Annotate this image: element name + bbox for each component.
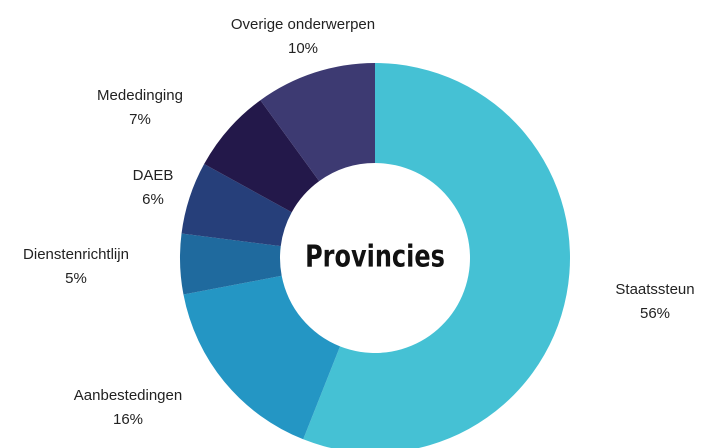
slice-value-label: 5% (65, 270, 87, 287)
donut-slice (303, 63, 570, 448)
slice-value-label: 7% (129, 111, 151, 128)
slice-value-label: 6% (142, 191, 164, 208)
slice-label: Staatssteun (615, 281, 694, 298)
slice-value-label: 56% (640, 305, 670, 322)
donut-slice (204, 100, 320, 213)
slice-value-label: 16% (113, 411, 143, 428)
center-title: Provincies (305, 240, 445, 274)
slice-label: Aanbestedingen (74, 387, 182, 404)
donut-slice (180, 233, 282, 295)
slice-label: Dienstenrichtlijn (23, 246, 129, 263)
slice-label: Mededinging (97, 87, 183, 104)
slice-label: Overige onderwerpen (231, 16, 375, 33)
slice-value-label: 10% (288, 40, 318, 57)
donut-slice (260, 63, 375, 182)
donut-slice (181, 164, 292, 247)
slice-label: DAEB (133, 167, 174, 184)
donut-slice (183, 275, 341, 440)
